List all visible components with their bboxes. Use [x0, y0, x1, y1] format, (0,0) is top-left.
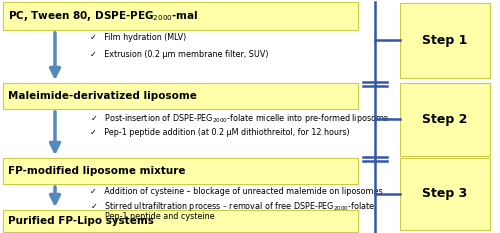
Text: ✓   Extrusion (0.2 μm membrane filter, SUV): ✓ Extrusion (0.2 μm membrane filter, SUV…: [90, 50, 268, 59]
Bar: [400, 83, 490, 156]
Text: ✓   Post-insertion of DSPE-PEG$_{2000}$-folate micelle into pre-formed liposome: ✓ Post-insertion of DSPE-PEG$_{2000}$-fo…: [90, 112, 390, 125]
Text: ✓   Stirred ultrafiltration process – removal of free DSPE-PEG$_{2000}$-folate,: ✓ Stirred ultrafiltration process – remo…: [90, 200, 377, 213]
Text: ✓   Pep-1 peptide addition (at 0.2 μM dithiothreitol, for 12 hours): ✓ Pep-1 peptide addition (at 0.2 μM dith…: [90, 128, 349, 137]
Text: ✓   Film hydration (MLV): ✓ Film hydration (MLV): [90, 33, 186, 42]
Text: PC, Tween 80, DSPE-PEG$_{2000}$-mal: PC, Tween 80, DSPE-PEG$_{2000}$-mal: [8, 9, 198, 23]
Bar: [3, 210, 358, 232]
Text: ✓   Addition of cysteine – blockage of unreacted malemide on liposomes: ✓ Addition of cysteine – blockage of unr…: [90, 187, 382, 196]
Text: Step 1: Step 1: [422, 34, 468, 47]
Text: Step 2: Step 2: [422, 113, 468, 126]
Text: Maleimide-derivatized liposome: Maleimide-derivatized liposome: [8, 91, 197, 101]
Bar: [400, 158, 490, 230]
Text: Step 3: Step 3: [422, 188, 468, 201]
Text: Pep-1 peptide and cysteine: Pep-1 peptide and cysteine: [90, 212, 214, 221]
Bar: [400, 3, 490, 78]
Bar: [3, 158, 358, 184]
Text: FP-modified liposome mixture: FP-modified liposome mixture: [8, 166, 186, 176]
Text: Purified FP-Lipo systems: Purified FP-Lipo systems: [8, 216, 154, 226]
Bar: [3, 2, 358, 30]
Bar: [3, 83, 358, 109]
